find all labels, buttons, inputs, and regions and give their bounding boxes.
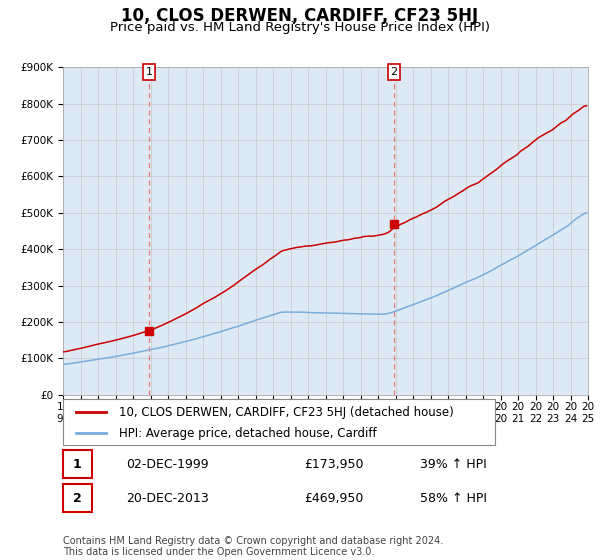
Text: 58% ↑ HPI: 58% ↑ HPI: [420, 492, 487, 505]
Text: HPI: Average price, detached house, Cardiff: HPI: Average price, detached house, Card…: [119, 427, 377, 440]
Text: 10, CLOS DERWEN, CARDIFF, CF23 5HJ: 10, CLOS DERWEN, CARDIFF, CF23 5HJ: [121, 7, 479, 25]
FancyBboxPatch shape: [63, 450, 92, 478]
Text: £173,950: £173,950: [305, 458, 364, 470]
Text: £469,950: £469,950: [305, 492, 364, 505]
Text: Contains HM Land Registry data © Crown copyright and database right 2024.
This d: Contains HM Land Registry data © Crown c…: [63, 535, 443, 557]
Text: 20-DEC-2013: 20-DEC-2013: [126, 492, 209, 505]
Text: 1: 1: [73, 458, 82, 470]
FancyBboxPatch shape: [63, 484, 92, 512]
Text: 2: 2: [391, 67, 398, 77]
Text: 1: 1: [146, 67, 152, 77]
FancyBboxPatch shape: [63, 399, 495, 445]
Text: 2: 2: [73, 492, 82, 505]
Text: Price paid vs. HM Land Registry's House Price Index (HPI): Price paid vs. HM Land Registry's House …: [110, 21, 490, 34]
Text: 39% ↑ HPI: 39% ↑ HPI: [420, 458, 487, 470]
Text: 02-DEC-1999: 02-DEC-1999: [126, 458, 209, 470]
Text: 10, CLOS DERWEN, CARDIFF, CF23 5HJ (detached house): 10, CLOS DERWEN, CARDIFF, CF23 5HJ (deta…: [119, 405, 454, 419]
